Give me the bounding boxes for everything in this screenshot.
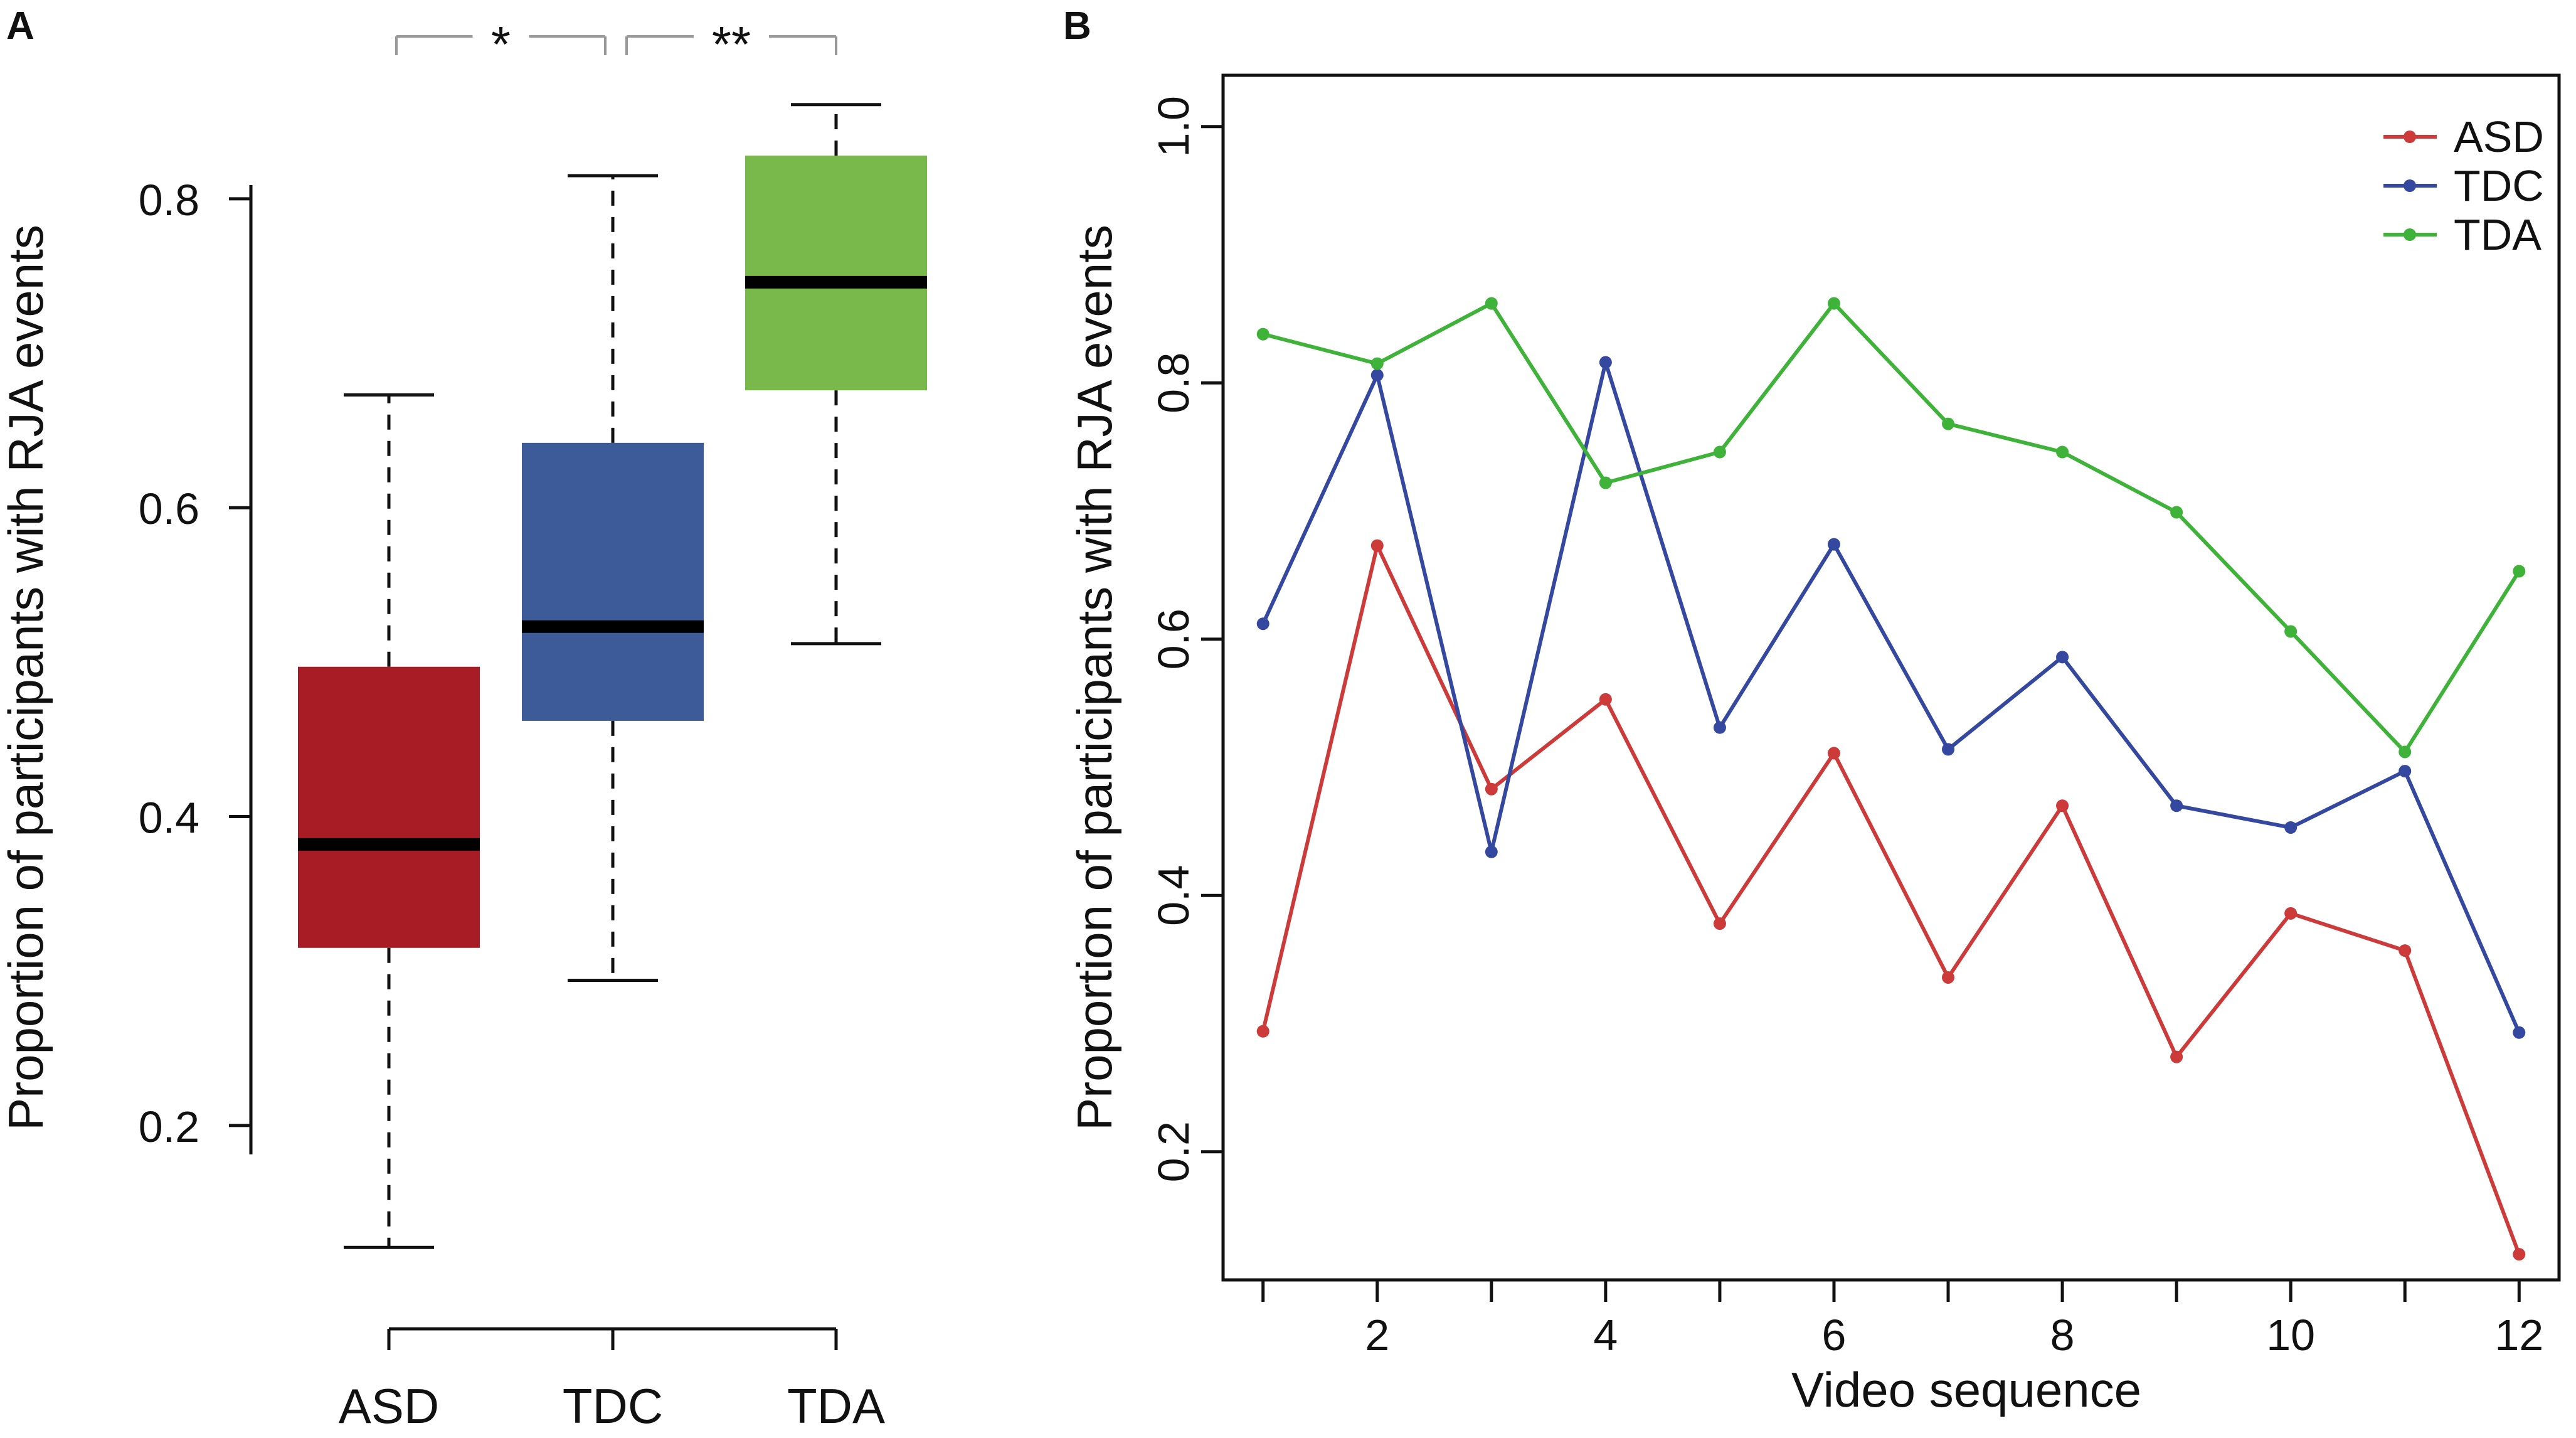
- data-point: [2056, 799, 2069, 812]
- data-point: [2284, 821, 2298, 834]
- data-point: [1599, 356, 1612, 369]
- panel-b-linechart: Proportion of participants with RJA even…: [1067, 73, 2561, 1417]
- b-y-tick-label: 0.4: [1149, 865, 1198, 926]
- b-x-tick-label: 8: [2050, 1311, 2075, 1360]
- sig-label: **: [712, 16, 751, 72]
- series-tdc: [1256, 356, 2526, 1039]
- b-y-tick-label: 1.0: [1149, 96, 1198, 157]
- data-point: [1942, 743, 1955, 756]
- data-point: [2170, 799, 2183, 812]
- series-tda: [1256, 297, 2526, 759]
- data-point: [2513, 1248, 2526, 1261]
- b-y-tick-label: 0.6: [1149, 609, 1198, 669]
- b-x-tick-label: 12: [2494, 1311, 2543, 1360]
- a-y-ticks: 0.2 0.4 0.6 0.8: [139, 176, 251, 1151]
- data-point: [1713, 917, 1726, 930]
- data-point: [2170, 506, 2183, 519]
- a-x-ticks: ASD TDC TDA: [339, 1329, 885, 1434]
- b-y-tick-label: 0.8: [1149, 353, 1198, 413]
- legend-item-tdc: TDC: [2383, 161, 2544, 210]
- iqr-box: [745, 156, 927, 391]
- a-significance-brackets: * **: [395, 16, 837, 72]
- data-point: [1485, 297, 1498, 310]
- b-y-ticks: 0.2 0.4 0.6 0.8 1.0: [1149, 96, 1223, 1182]
- data-point: [1942, 971, 1955, 984]
- box-tda: [745, 103, 927, 646]
- data-point: [1370, 539, 1384, 552]
- a-x-tick-label: ASD: [339, 1378, 439, 1434]
- legend-item-tda: TDA: [2383, 210, 2542, 259]
- panel-b-label: B: [1063, 4, 1091, 48]
- panel-a-boxplot: Proportion of participants with RJA even…: [0, 16, 927, 1434]
- b-plot-frame: [1221, 73, 2561, 1282]
- data-point: [1599, 693, 1612, 706]
- a-y-tick-label: 0.8: [139, 176, 199, 225]
- legend-label: TDC: [2454, 161, 2544, 210]
- data-point: [2056, 651, 2069, 664]
- data-point: [1827, 538, 1840, 551]
- series-line: [1261, 360, 2521, 1033]
- data-point: [1942, 417, 1955, 430]
- b-x-tick-label: 10: [2266, 1311, 2315, 1360]
- data-point: [2170, 1050, 2183, 1063]
- panel-a-label: A: [6, 4, 34, 48]
- data-point: [2056, 445, 2069, 459]
- series-line: [1261, 543, 2521, 1255]
- legend-marker: [2404, 130, 2416, 143]
- data-point: [2513, 565, 2526, 578]
- b-x-ticks: 2 4 6 8 10 12: [1261, 1280, 2543, 1360]
- series-line: [1262, 301, 2521, 754]
- b-x-tick-label: 6: [1822, 1311, 1847, 1360]
- sig-label: *: [491, 16, 511, 72]
- data-point: [1485, 845, 1498, 858]
- a-x-tick-label: TDA: [787, 1378, 885, 1434]
- data-point: [1713, 721, 1726, 734]
- legend-item-asd: ASD: [2383, 112, 2544, 161]
- data-point: [2513, 1026, 2526, 1039]
- series-asd: [1256, 539, 2526, 1261]
- data-point: [2398, 944, 2412, 957]
- a-y-tick-label: 0.2: [139, 1102, 199, 1151]
- sig-bracket: **: [625, 16, 837, 72]
- data-point: [1256, 1025, 1269, 1038]
- a-y-tick-label: 0.4: [139, 794, 199, 843]
- data-point: [1256, 617, 1269, 631]
- data-point: [1256, 328, 1269, 341]
- sig-bracket: *: [395, 16, 607, 72]
- iqr-box: [298, 666, 480, 948]
- data-point: [1370, 357, 1384, 370]
- box-tdc: [522, 174, 704, 982]
- data-point: [1713, 445, 1726, 459]
- legend-label: ASD: [2454, 112, 2544, 161]
- b-y-axis-label: Proportion of participants with RJA even…: [1067, 225, 1122, 1131]
- data-point: [2398, 745, 2412, 759]
- data-point: [2284, 907, 2298, 920]
- data-point: [2284, 625, 2298, 638]
- b-x-axis-label: Video sequence: [1791, 1362, 2141, 1417]
- legend-marker: [2404, 228, 2416, 241]
- b-series: [1256, 297, 2526, 1261]
- a-y-tick-label: 0.6: [139, 484, 199, 533]
- a-y-axis-label: Proportion of participants with RJA even…: [0, 225, 53, 1131]
- legend-label: TDA: [2454, 210, 2542, 259]
- legend-marker: [2404, 179, 2416, 192]
- b-y-tick-label: 0.2: [1149, 1121, 1198, 1182]
- data-point: [1827, 747, 1840, 760]
- box-asd: [298, 393, 480, 1249]
- data-point: [1485, 782, 1498, 796]
- b-x-tick-label: 2: [1365, 1311, 1389, 1360]
- b-x-tick-label: 4: [1593, 1311, 1618, 1360]
- data-point: [2398, 765, 2412, 778]
- data-point: [1370, 368, 1384, 381]
- data-point: [1827, 297, 1840, 310]
- a-boxes: [298, 103, 927, 1249]
- data-point: [1599, 476, 1612, 489]
- iqr-box: [522, 442, 704, 721]
- a-x-tick-label: TDC: [563, 1378, 663, 1434]
